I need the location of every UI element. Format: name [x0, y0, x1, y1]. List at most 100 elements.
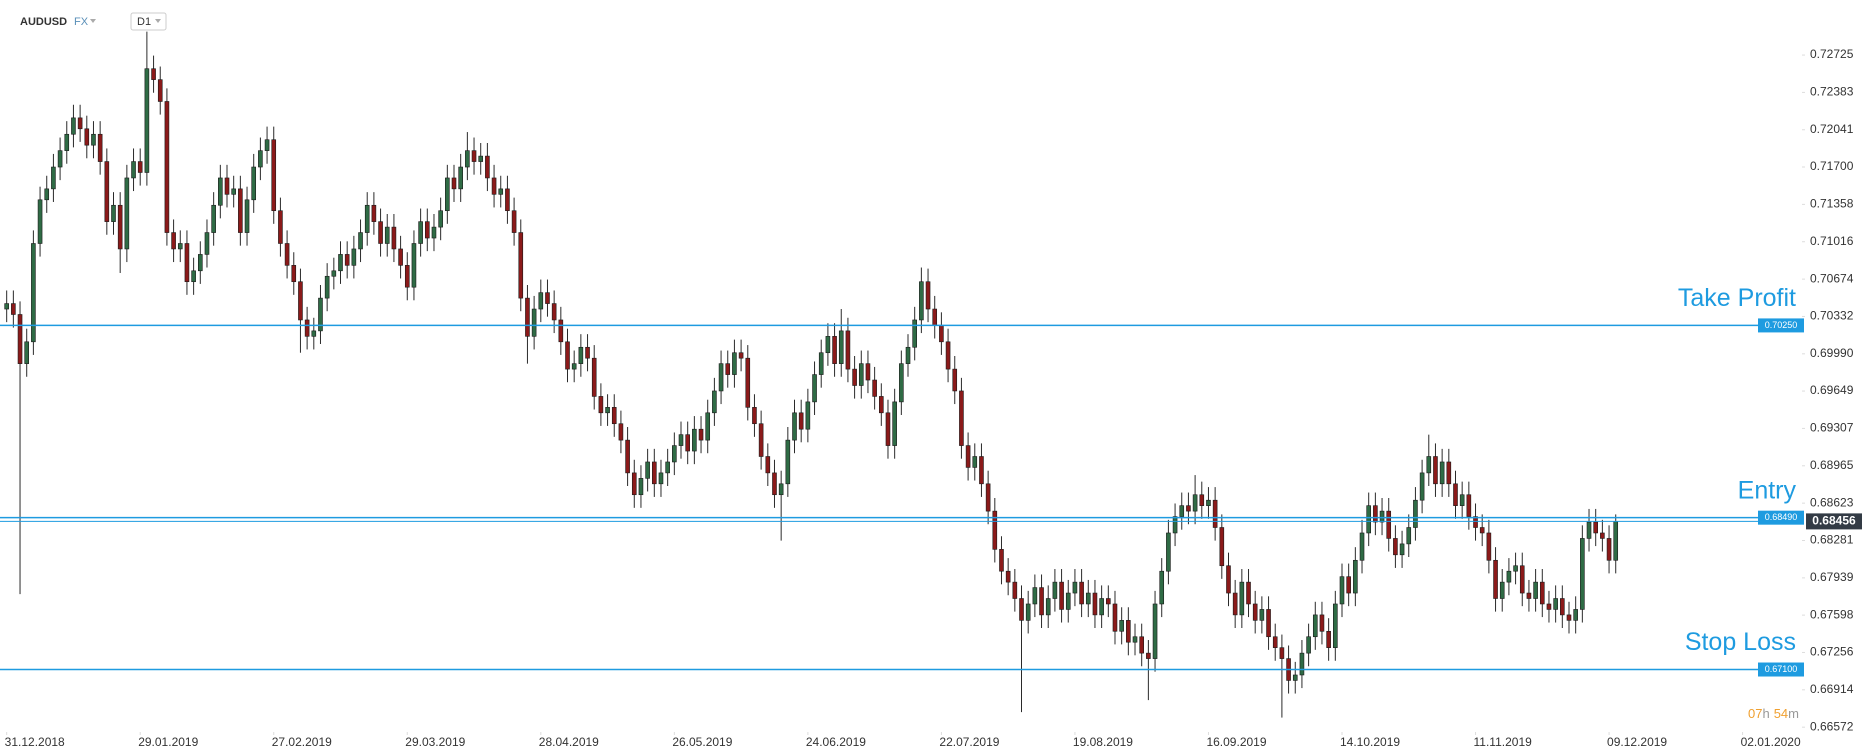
candle-body: [211, 204, 216, 233]
y-tick-label: 0.72383: [1810, 85, 1854, 99]
candle-body: [197, 254, 203, 272]
candle-body: [157, 79, 163, 102]
candle-body: [31, 243, 36, 343]
candle-body: [371, 204, 377, 222]
candle-body: [1219, 527, 1225, 567]
candle-body: [1052, 581, 1058, 599]
candle-body: [244, 199, 250, 233]
timeframe-box[interactable]: [130, 12, 167, 31]
candle-body: [732, 352, 737, 375]
x-tick-label: 24.06.2019: [806, 735, 866, 749]
candle-body: [1112, 603, 1118, 632]
candle-body: [765, 456, 771, 474]
candle-body: [1085, 592, 1091, 605]
last-price-box: [1806, 513, 1862, 530]
candle-body: [398, 248, 403, 266]
candle-body: [97, 133, 103, 162]
x-tick-label: 09.12.2019: [1607, 735, 1667, 749]
candle-body: [885, 412, 891, 446]
candle-body: [1373, 505, 1378, 523]
x-tick-label: 29.01.2019: [138, 735, 198, 749]
candle-body: [451, 177, 457, 190]
candle-body: [1333, 603, 1338, 648]
x-tick-label: 26.05.2019: [672, 735, 732, 749]
candle-body: [498, 188, 504, 195]
y-tick-label: 0.71700: [1810, 159, 1854, 173]
candle-body: [985, 483, 991, 512]
countdown-hours: 07: [1748, 706, 1762, 721]
candle-body: [1126, 620, 1131, 643]
candle-body: [1346, 576, 1351, 594]
candle-body: [1272, 636, 1278, 648]
candle-body: [705, 412, 711, 441]
candle-body: [1560, 598, 1565, 616]
candle-body: [438, 210, 443, 228]
candle-body: [745, 357, 751, 408]
candle-body: [258, 150, 263, 168]
candle-body: [631, 472, 637, 496]
candle-body: [364, 204, 370, 233]
candle-body: [865, 363, 871, 381]
candle-body: [51, 166, 56, 190]
candle-body: [1299, 652, 1305, 676]
market-caret[interactable]: [90, 19, 96, 23]
candle-body: [71, 117, 76, 135]
y-tick-label: 0.67939: [1810, 570, 1854, 584]
candle-body: [338, 254, 343, 272]
candle-body: [57, 150, 63, 168]
candle-body: [1079, 581, 1084, 605]
level-name: Entry: [1738, 476, 1797, 504]
candle-body: [324, 275, 330, 299]
countdown-hours-unit: h: [1762, 706, 1769, 721]
candle-body: [284, 243, 290, 266]
candle-body: [1186, 505, 1191, 512]
candle-body: [1159, 570, 1165, 605]
candle-body: [1466, 494, 1472, 517]
x-tick-label: 19.08.2019: [1073, 735, 1133, 749]
candle-body: [1539, 581, 1545, 605]
candle-body: [1312, 614, 1318, 638]
candle-body: [1039, 587, 1044, 616]
candle-body: [1152, 603, 1158, 659]
x-tick-label: 27.02.2019: [272, 735, 332, 749]
candle-body: [485, 155, 490, 179]
candle-body: [665, 461, 670, 474]
candle-body: [291, 265, 297, 283]
candle-body: [11, 303, 16, 315]
market[interactable]: FX: [74, 16, 89, 28]
timeframe[interactable]: D1: [137, 16, 151, 28]
candle-body: [518, 232, 524, 299]
candle-body: [945, 341, 951, 370]
countdown-minutes-unit: m: [1788, 706, 1799, 721]
candle-body: [672, 445, 677, 463]
candle-body: [792, 412, 797, 441]
candle-body: [645, 461, 650, 479]
candle-body: [678, 434, 684, 446]
candle-body: [164, 101, 170, 233]
candle-body: [1172, 516, 1178, 534]
candle-body: [251, 166, 257, 201]
candle-body: [658, 472, 664, 485]
candle-body: [1586, 521, 1592, 539]
candle-body: [725, 363, 731, 375]
timeframe-caret[interactable]: [155, 19, 161, 23]
candle-body: [1179, 505, 1185, 517]
candle-body: [525, 297, 530, 337]
candle-body: [1499, 581, 1505, 599]
candle-body: [818, 352, 824, 375]
candle-body: [104, 161, 110, 222]
candle-body: [638, 478, 644, 496]
candle-body: [1506, 570, 1512, 583]
candle-body: [1306, 636, 1311, 654]
y-tick-label: 0.66914: [1810, 682, 1854, 696]
candle-body: [44, 188, 50, 201]
y-tick-label: 0.66572: [1810, 719, 1854, 733]
candle-body: [551, 303, 557, 321]
candle-body: [418, 221, 423, 244]
candle-body: [558, 319, 564, 343]
candle-body: [1553, 598, 1558, 610]
candle-body: [491, 177, 497, 195]
candle-body: [231, 188, 236, 195]
candle-body: [979, 456, 984, 485]
candle-body: [1132, 636, 1138, 643]
